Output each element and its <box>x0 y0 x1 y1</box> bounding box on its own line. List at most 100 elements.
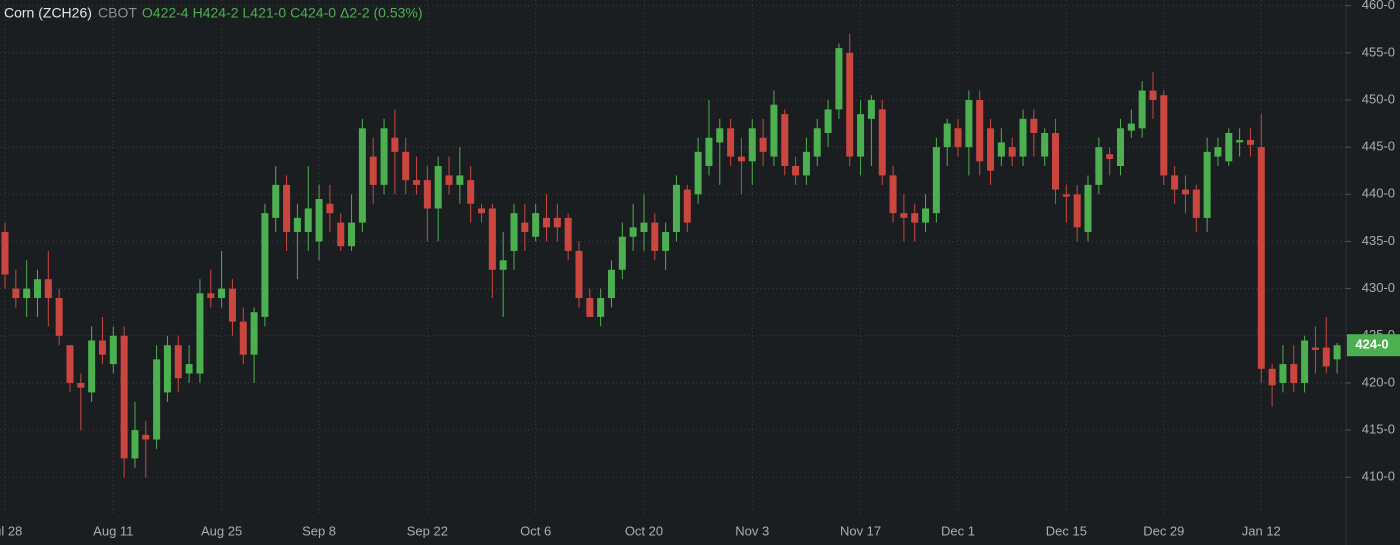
candle-body <box>1073 194 1081 228</box>
x-tick-label: Dec 1 <box>941 523 975 538</box>
candle-body <box>1279 364 1287 383</box>
last-price-label: 424-0 <box>1355 337 1388 352</box>
candle-body <box>1095 147 1103 185</box>
y-tick-label: 415-0 <box>1362 422 1395 437</box>
candle-body <box>88 340 96 393</box>
x-tick-label: Oct 6 <box>520 523 551 538</box>
candle-body <box>1149 90 1157 100</box>
candle-body <box>391 137 399 152</box>
candle-body <box>813 128 821 157</box>
candle-body <box>521 222 529 233</box>
candle-body <box>423 180 431 209</box>
candle-body <box>835 48 843 110</box>
candle-body <box>759 137 767 152</box>
candle-body <box>478 208 486 214</box>
candle-body <box>163 345 171 393</box>
candle-body <box>488 208 496 270</box>
candle-body <box>77 382 85 388</box>
candle-body <box>293 217 301 233</box>
candle-body <box>304 208 312 233</box>
candle-body <box>1322 347 1330 367</box>
symbol: Corn (ZCH26) <box>4 5 92 21</box>
y-tick-label: 440-0 <box>1362 186 1395 201</box>
grid <box>0 0 1346 515</box>
x-tick-label: Aug 25 <box>201 523 242 538</box>
candle-body <box>153 359 161 440</box>
candle-body <box>12 288 20 299</box>
candle-body <box>1030 118 1038 133</box>
candle-body <box>662 232 670 251</box>
candle-body <box>900 213 908 218</box>
x-tick-label: Aug 11 <box>93 523 133 538</box>
candle-body <box>1236 140 1244 143</box>
x-tick-label: Sep 8 <box>302 523 336 538</box>
candle-body <box>1008 147 1016 157</box>
y-tick-label: 455-0 <box>1362 44 1395 59</box>
candle-body <box>44 279 52 299</box>
candle-body <box>467 180 475 204</box>
candle-body <box>272 184 280 218</box>
candle-body <box>380 128 388 185</box>
candle-body <box>1246 140 1254 145</box>
candle-body <box>705 137 713 167</box>
candle-body <box>228 288 236 322</box>
candle-body <box>23 288 31 299</box>
x-tick-label: Nov 17 <box>840 523 881 538</box>
candle-body <box>250 312 258 355</box>
candle-body <box>878 109 886 176</box>
candle-body <box>911 213 919 223</box>
candle-body <box>1203 151 1211 218</box>
candle-body <box>748 128 756 162</box>
candle-body <box>369 156 377 185</box>
candle-body <box>618 236 626 270</box>
candle-body <box>55 298 63 336</box>
candle-body <box>1127 123 1135 131</box>
x-tick-label: Oct 20 <box>625 523 663 538</box>
candle-body <box>1052 132 1060 190</box>
candle-body <box>1084 184 1092 233</box>
exchange: CBOT <box>98 5 137 21</box>
candle-body <box>727 128 735 157</box>
candle-body <box>965 99 973 148</box>
candle-body <box>207 293 215 299</box>
candle-body <box>802 151 810 176</box>
candle-body <box>716 128 724 143</box>
candle-body <box>683 189 691 223</box>
candle-body <box>640 222 648 233</box>
candle-body <box>694 151 702 195</box>
candle-body <box>1062 194 1070 197</box>
candle-body <box>586 298 594 317</box>
candle-body <box>326 203 334 214</box>
candle-body <box>1214 147 1222 157</box>
candle-body <box>142 434 150 440</box>
candle-body <box>402 151 410 181</box>
candle-body <box>1311 347 1319 350</box>
candle-body <box>651 222 659 251</box>
y-tick-label: 450-0 <box>1362 91 1395 106</box>
x-tick-label: Dec 29 <box>1143 523 1184 538</box>
candle-body <box>1181 189 1189 195</box>
candle-body <box>1160 95 1168 176</box>
candle-body <box>98 340 106 355</box>
candle-body <box>1268 368 1276 386</box>
x-tick-label: Sep 22 <box>407 523 448 538</box>
candle-body <box>889 175 897 214</box>
candle-body <box>358 128 366 223</box>
candle-body <box>553 217 561 228</box>
candle-body <box>672 184 680 233</box>
candle-body <box>1116 128 1124 167</box>
ohlc-label: L421-0 <box>243 5 287 21</box>
y-tick-label: 420-0 <box>1362 374 1395 389</box>
candle-body <box>846 52 854 157</box>
candle-body <box>770 104 778 157</box>
candle-body <box>1041 132 1049 157</box>
candle-body <box>261 213 269 317</box>
ohlc-label: C424-0 <box>290 5 336 21</box>
candle-body <box>824 109 832 133</box>
change-label: Δ2-2 (0.53%) <box>340 5 423 21</box>
candle-body <box>510 213 518 251</box>
candle-body <box>932 147 940 214</box>
candle-body <box>33 279 41 299</box>
